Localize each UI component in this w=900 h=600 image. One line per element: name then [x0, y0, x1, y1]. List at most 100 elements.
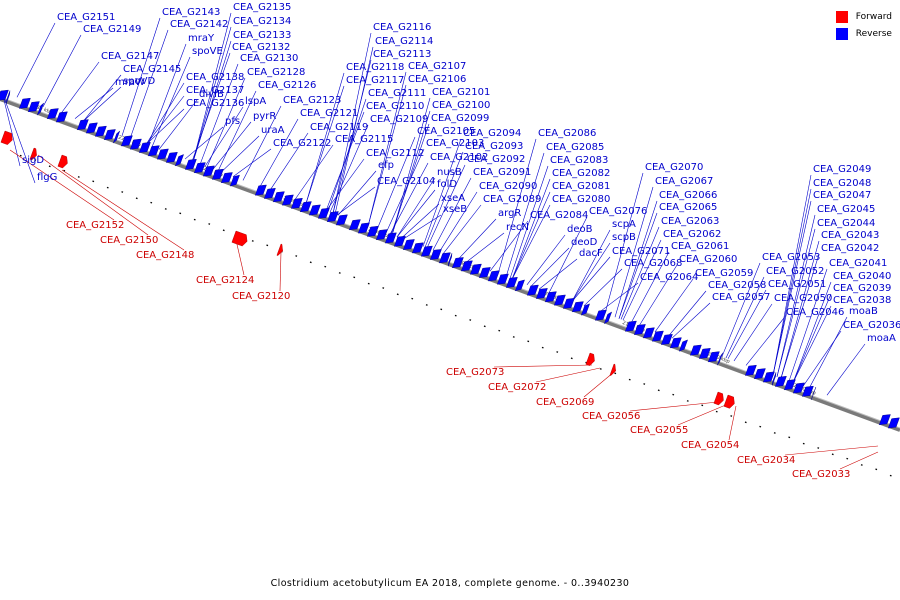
reverse-label-connector — [618, 212, 658, 319]
scale-dash — [730, 415, 733, 417]
reverse-label-connector — [259, 118, 299, 187]
reverse-gene-label: mraW — [115, 77, 145, 88]
scale-dash — [338, 272, 341, 274]
label-connectors — [1, 12, 879, 470]
reverse-gene-label: recN — [506, 222, 529, 233]
reverse-gene-label: CEA_G2099 — [431, 113, 489, 124]
reverse-gene-label: xseA — [441, 193, 465, 204]
legend-forward-label: Forward — [855, 11, 892, 22]
reverse-gene-arrow — [594, 309, 607, 321]
scale-dash — [686, 400, 689, 402]
reverse-gene-label: CEA_G2106 — [408, 74, 466, 85]
reverse-label-connector — [622, 239, 662, 321]
reverse-gene-label: efp — [378, 160, 394, 171]
reverse-gene-label: CEA_G2105 — [417, 126, 475, 137]
forward-label-connector — [493, 364, 593, 368]
reverse-gene-label: moaA — [867, 333, 896, 344]
reverse-gene-label: CEA_G2118 — [346, 62, 404, 73]
reverse-label-connector — [396, 189, 436, 238]
reverse-label-connector — [325, 158, 365, 212]
reverse-label-connector — [82, 86, 122, 122]
reverse-gene-arrow — [402, 239, 415, 250]
reverse-gene-label: nusB — [437, 167, 462, 178]
forward-gene-label: CEA_G2033 — [792, 469, 850, 480]
reverse-gene-arrow — [317, 207, 330, 219]
reverse-gene-arrow — [156, 148, 169, 160]
scale-dash — [614, 372, 617, 375]
reverse-gene-label: CEA_G2086 — [538, 128, 596, 139]
reverse-gene-arrow — [669, 337, 682, 349]
forward-gene-label: CEA_G2054 — [681, 440, 739, 451]
reverse-gene-arrow — [469, 263, 482, 275]
reverse-label-connector — [121, 17, 161, 136]
reverse-gene-label: CEA_G2050 — [774, 293, 832, 304]
forward-label-connector — [839, 451, 879, 470]
reverse-label-connector — [721, 262, 761, 357]
reverse-label-connector — [74, 87, 114, 119]
reverse-label-connector — [654, 278, 694, 333]
reverse-label-connector — [192, 40, 232, 163]
reverse-gene-label: dacF — [579, 248, 603, 259]
reverse-gene-label: CEA_G2130 — [240, 53, 298, 64]
scale-dash — [454, 314, 457, 317]
legend-reverse: Reverse — [835, 25, 892, 42]
reverse-label-connector — [505, 152, 545, 278]
reverse-label-connector — [389, 162, 429, 235]
reverse-gene-label: CEA_G2043 — [821, 230, 879, 241]
reverse-gene-arrow — [184, 158, 197, 170]
reverse-label-connector — [780, 253, 820, 379]
reverse-gene-arrow — [120, 135, 133, 147]
reverse-gene-label: CEA_G2143 — [162, 7, 220, 18]
reverse-gene-arrow — [85, 122, 98, 134]
reverse-gene-label: CEA_G2149 — [83, 24, 141, 35]
scale-dash — [469, 319, 472, 321]
scale-dash — [628, 378, 631, 381]
reverse-label-connector — [725, 276, 765, 359]
reverse-gene-arrow — [651, 330, 664, 342]
forward-label-connector — [535, 367, 601, 383]
reverse-gene-arrow — [660, 334, 673, 345]
scale-dash — [498, 329, 501, 332]
scale-dash — [382, 287, 385, 289]
scale-dash — [367, 282, 370, 285]
reverse-label-connector — [538, 258, 578, 290]
scale-dash — [831, 453, 834, 456]
reverse-gene-label: CEA_G2080 — [552, 194, 610, 205]
reverse-gene-arrow — [633, 324, 646, 335]
reverse-gene-arrow — [281, 194, 294, 206]
scale-dash — [570, 357, 573, 360]
reverse-gene-arrow — [553, 294, 566, 306]
reverse-gene-label: CEA_G2093 — [465, 141, 523, 152]
reverse-gene-arrow — [678, 339, 688, 352]
reverse-gene-arrow — [357, 222, 370, 234]
scale-dash — [744, 421, 747, 424]
reverse-gene-label: flgG — [37, 172, 57, 183]
reverse-gene-label: CEA_G2046 — [786, 307, 844, 318]
forward-gene-arrow — [276, 243, 283, 256]
reverse-gene-label: CEA_G2047 — [813, 190, 871, 201]
reverse-gene-arrow — [753, 368, 766, 380]
reverse-gene-label: CEA_G2101 — [432, 87, 490, 98]
forward-gene-label: CEA_G2120 — [232, 291, 290, 302]
genome-caption: Clostridium acetobutylicum EA 2018, comp… — [270, 578, 630, 589]
reverse-label-connector — [217, 90, 257, 172]
reverse-gene-arrow — [411, 242, 424, 254]
reverse-label-connector — [199, 63, 239, 165]
reverse-gene-arrow — [487, 270, 500, 282]
reverse-gene-arrow — [707, 351, 720, 363]
reverse-gene-arrow — [571, 301, 584, 313]
reverse-gene-label: CEA_G2042 — [821, 243, 879, 254]
reverse-gene-arrow — [451, 257, 464, 268]
legend-reverse-label: Reverse — [855, 28, 892, 39]
reverse-label-connector — [325, 111, 365, 212]
reverse-gene-label: CEA_G2040 — [833, 271, 891, 282]
reverse-gene-label: pfs — [225, 116, 240, 127]
reverse-gene-label: CEA_G2076 — [589, 206, 647, 217]
reverse-gene-label: CEA_G2062 — [663, 229, 721, 240]
forward-gene-label: CEA_G2124 — [196, 275, 254, 286]
reverse-gene-label: CEA_G2132 — [232, 42, 290, 53]
reverse-label-connector — [614, 186, 654, 318]
reverse-gene-label: CEA_G2041 — [829, 258, 887, 269]
reverse-label-connector — [530, 247, 570, 287]
